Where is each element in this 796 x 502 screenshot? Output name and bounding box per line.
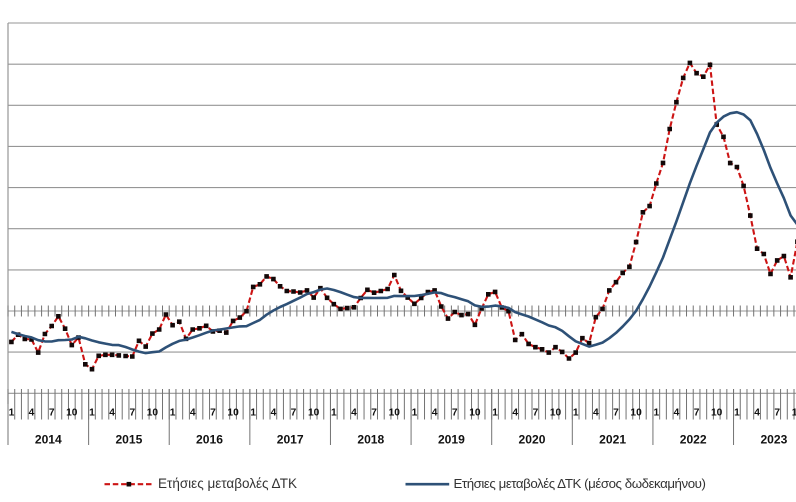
svg-text:2019: 2019: [438, 433, 465, 447]
svg-text:1: 1: [653, 408, 659, 419]
svg-text:7: 7: [694, 408, 700, 419]
svg-text:10: 10: [711, 408, 723, 419]
svg-text:4: 4: [674, 408, 680, 419]
svg-text:7: 7: [291, 408, 297, 419]
svg-text:7: 7: [210, 408, 216, 419]
svg-text:2021: 2021: [599, 433, 626, 447]
svg-text:2018: 2018: [357, 433, 384, 447]
svg-text:7: 7: [452, 408, 458, 419]
svg-text:2017: 2017: [277, 433, 304, 447]
svg-text:4: 4: [271, 408, 277, 419]
svg-text:2016: 2016: [196, 433, 223, 447]
svg-text:10: 10: [227, 408, 239, 419]
svg-text:1: 1: [412, 408, 418, 419]
svg-text:1: 1: [492, 408, 498, 419]
svg-text:10: 10: [66, 408, 78, 419]
svg-text:2022: 2022: [680, 433, 707, 447]
svg-text:7: 7: [371, 408, 377, 419]
svg-text:10: 10: [630, 408, 642, 419]
svg-text:10: 10: [550, 408, 562, 419]
svg-text:7: 7: [49, 408, 55, 419]
svg-text:4: 4: [593, 408, 599, 419]
svg-text:Ετήσιες μεταβολές ΔΤΚ: Ετήσιες μεταβολές ΔΤΚ: [158, 476, 297, 491]
svg-text:1: 1: [9, 408, 15, 419]
svg-text:4: 4: [754, 408, 760, 419]
svg-text:4: 4: [109, 408, 115, 419]
svg-text:Ετήσιες μεταβολές ΔΤΚ (μέσος δ: Ετήσιες μεταβολές ΔΤΚ (μέσος δωδεκαμήνου…: [454, 476, 706, 491]
svg-text:2023: 2023: [760, 433, 787, 447]
svg-text:1: 1: [250, 408, 256, 419]
svg-text:2020: 2020: [519, 433, 546, 447]
svg-text:4: 4: [29, 408, 35, 419]
svg-text:4: 4: [351, 408, 357, 419]
svg-text:1: 1: [170, 408, 176, 419]
svg-text:1: 1: [331, 408, 337, 419]
svg-text:7: 7: [533, 408, 539, 419]
svg-text:10: 10: [792, 408, 796, 419]
svg-text:7: 7: [129, 408, 135, 419]
svg-text:1: 1: [89, 408, 95, 419]
svg-text:1: 1: [734, 408, 740, 419]
svg-text:10: 10: [147, 408, 159, 419]
svg-text:4: 4: [512, 408, 518, 419]
svg-text:2014: 2014: [35, 433, 62, 447]
svg-text:4: 4: [190, 408, 196, 419]
svg-text:4: 4: [432, 408, 438, 419]
svg-text:7: 7: [613, 408, 619, 419]
svg-text:10: 10: [469, 408, 481, 419]
svg-text:10: 10: [389, 408, 401, 419]
svg-text:2015: 2015: [115, 433, 142, 447]
svg-text:7: 7: [774, 408, 780, 419]
svg-text:1: 1: [573, 408, 579, 419]
svg-text:10: 10: [308, 408, 320, 419]
